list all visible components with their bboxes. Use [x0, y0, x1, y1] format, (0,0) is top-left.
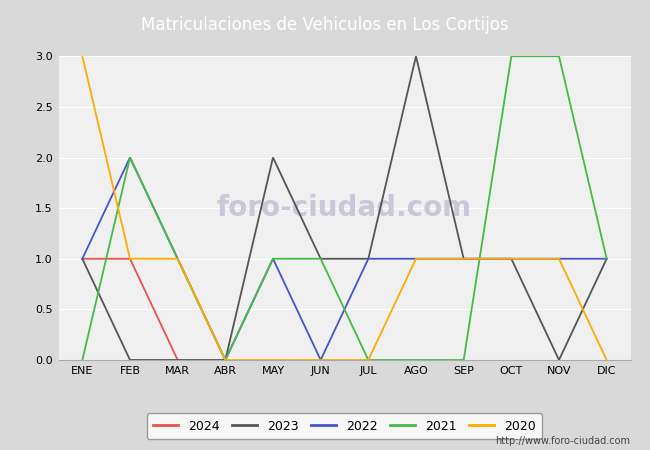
Text: foro-ciudad.com: foro-ciudad.com — [217, 194, 472, 222]
Legend: 2024, 2023, 2022, 2021, 2020: 2024, 2023, 2022, 2021, 2020 — [147, 414, 542, 439]
Text: Matriculaciones de Vehiculos en Los Cortijos: Matriculaciones de Vehiculos en Los Cort… — [141, 16, 509, 34]
Text: http://www.foro-ciudad.com: http://www.foro-ciudad.com — [495, 436, 630, 446]
